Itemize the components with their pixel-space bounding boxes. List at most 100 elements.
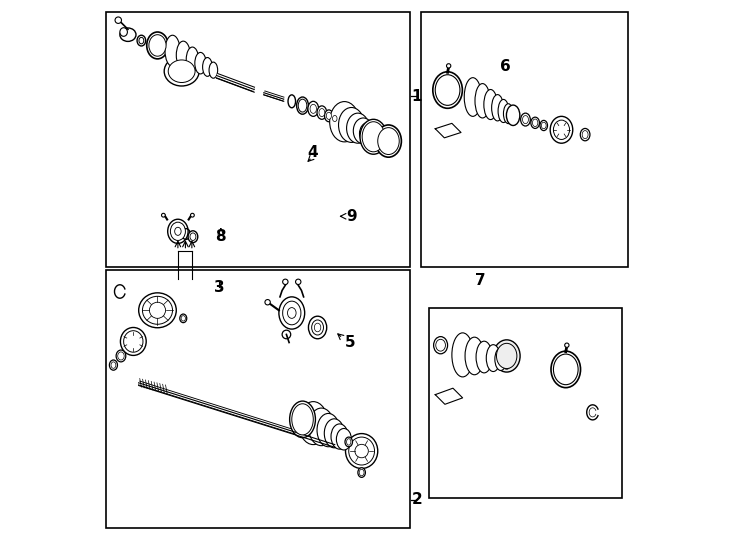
Bar — [421, 12, 628, 267]
Ellipse shape — [137, 35, 145, 46]
Ellipse shape — [465, 337, 484, 375]
Ellipse shape — [436, 339, 446, 351]
Ellipse shape — [376, 125, 401, 157]
Ellipse shape — [181, 316, 186, 321]
Ellipse shape — [149, 35, 166, 56]
Ellipse shape — [312, 320, 324, 335]
Ellipse shape — [297, 97, 308, 114]
Ellipse shape — [288, 95, 296, 108]
Ellipse shape — [308, 408, 334, 446]
Ellipse shape — [120, 28, 128, 36]
Text: 6: 6 — [501, 59, 511, 75]
Ellipse shape — [338, 107, 364, 143]
Bar — [106, 270, 410, 528]
Ellipse shape — [346, 113, 369, 143]
Text: 1: 1 — [412, 89, 422, 104]
Ellipse shape — [345, 437, 352, 447]
Ellipse shape — [359, 469, 364, 476]
Ellipse shape — [324, 110, 333, 122]
Ellipse shape — [116, 350, 126, 362]
Ellipse shape — [540, 120, 548, 131]
Ellipse shape — [283, 279, 288, 285]
Ellipse shape — [195, 52, 206, 74]
Ellipse shape — [167, 219, 188, 244]
Ellipse shape — [288, 308, 296, 319]
Ellipse shape — [186, 47, 199, 72]
Ellipse shape — [349, 437, 374, 465]
Ellipse shape — [484, 90, 497, 119]
Ellipse shape — [115, 17, 122, 23]
Ellipse shape — [435, 75, 460, 105]
Ellipse shape — [310, 104, 316, 113]
Ellipse shape — [150, 302, 166, 319]
Ellipse shape — [353, 118, 373, 144]
Ellipse shape — [495, 348, 506, 370]
Ellipse shape — [282, 330, 291, 339]
Ellipse shape — [496, 343, 517, 369]
Ellipse shape — [346, 434, 378, 469]
Ellipse shape — [161, 213, 165, 217]
Ellipse shape — [486, 345, 501, 372]
Ellipse shape — [498, 99, 509, 123]
Ellipse shape — [314, 323, 321, 332]
Ellipse shape — [330, 102, 359, 142]
Ellipse shape — [191, 213, 195, 217]
Ellipse shape — [265, 300, 270, 305]
Ellipse shape — [299, 402, 328, 444]
Ellipse shape — [360, 123, 377, 145]
Ellipse shape — [308, 316, 327, 339]
Ellipse shape — [550, 116, 573, 143]
Ellipse shape — [331, 424, 348, 449]
Text: 2: 2 — [412, 492, 422, 508]
Ellipse shape — [142, 296, 172, 324]
Ellipse shape — [346, 438, 351, 445]
Ellipse shape — [464, 78, 482, 116]
Ellipse shape — [582, 131, 588, 139]
Ellipse shape — [139, 37, 144, 44]
Ellipse shape — [492, 94, 504, 121]
Ellipse shape — [360, 119, 387, 154]
Ellipse shape — [378, 127, 399, 154]
Ellipse shape — [506, 105, 520, 125]
Ellipse shape — [434, 336, 448, 354]
Ellipse shape — [123, 330, 143, 352]
Ellipse shape — [520, 113, 531, 126]
Text: 5: 5 — [344, 335, 355, 350]
Ellipse shape — [553, 354, 578, 384]
Ellipse shape — [308, 102, 319, 116]
Text: 7: 7 — [474, 273, 485, 288]
Ellipse shape — [531, 117, 539, 129]
Ellipse shape — [188, 231, 197, 242]
Ellipse shape — [331, 113, 338, 124]
Ellipse shape — [452, 333, 473, 377]
Ellipse shape — [327, 112, 332, 119]
Ellipse shape — [117, 352, 124, 360]
Ellipse shape — [180, 314, 186, 322]
Ellipse shape — [279, 297, 305, 329]
Ellipse shape — [111, 362, 116, 368]
Ellipse shape — [283, 301, 301, 325]
Ellipse shape — [176, 41, 190, 69]
Ellipse shape — [446, 64, 451, 68]
Ellipse shape — [190, 233, 196, 240]
Polygon shape — [435, 123, 461, 138]
Ellipse shape — [317, 414, 340, 447]
Text: 8: 8 — [216, 229, 226, 244]
Ellipse shape — [120, 327, 146, 355]
Ellipse shape — [175, 227, 181, 235]
Polygon shape — [461, 334, 511, 376]
Polygon shape — [435, 388, 462, 404]
Ellipse shape — [139, 293, 176, 328]
Ellipse shape — [551, 351, 581, 388]
Ellipse shape — [164, 57, 199, 86]
Ellipse shape — [324, 419, 344, 448]
Ellipse shape — [493, 340, 520, 372]
Ellipse shape — [362, 122, 385, 152]
Ellipse shape — [504, 104, 513, 124]
Ellipse shape — [170, 222, 186, 240]
Ellipse shape — [581, 129, 590, 141]
Ellipse shape — [319, 109, 324, 117]
Text: 3: 3 — [214, 280, 225, 295]
Ellipse shape — [147, 32, 168, 59]
Ellipse shape — [290, 401, 316, 437]
